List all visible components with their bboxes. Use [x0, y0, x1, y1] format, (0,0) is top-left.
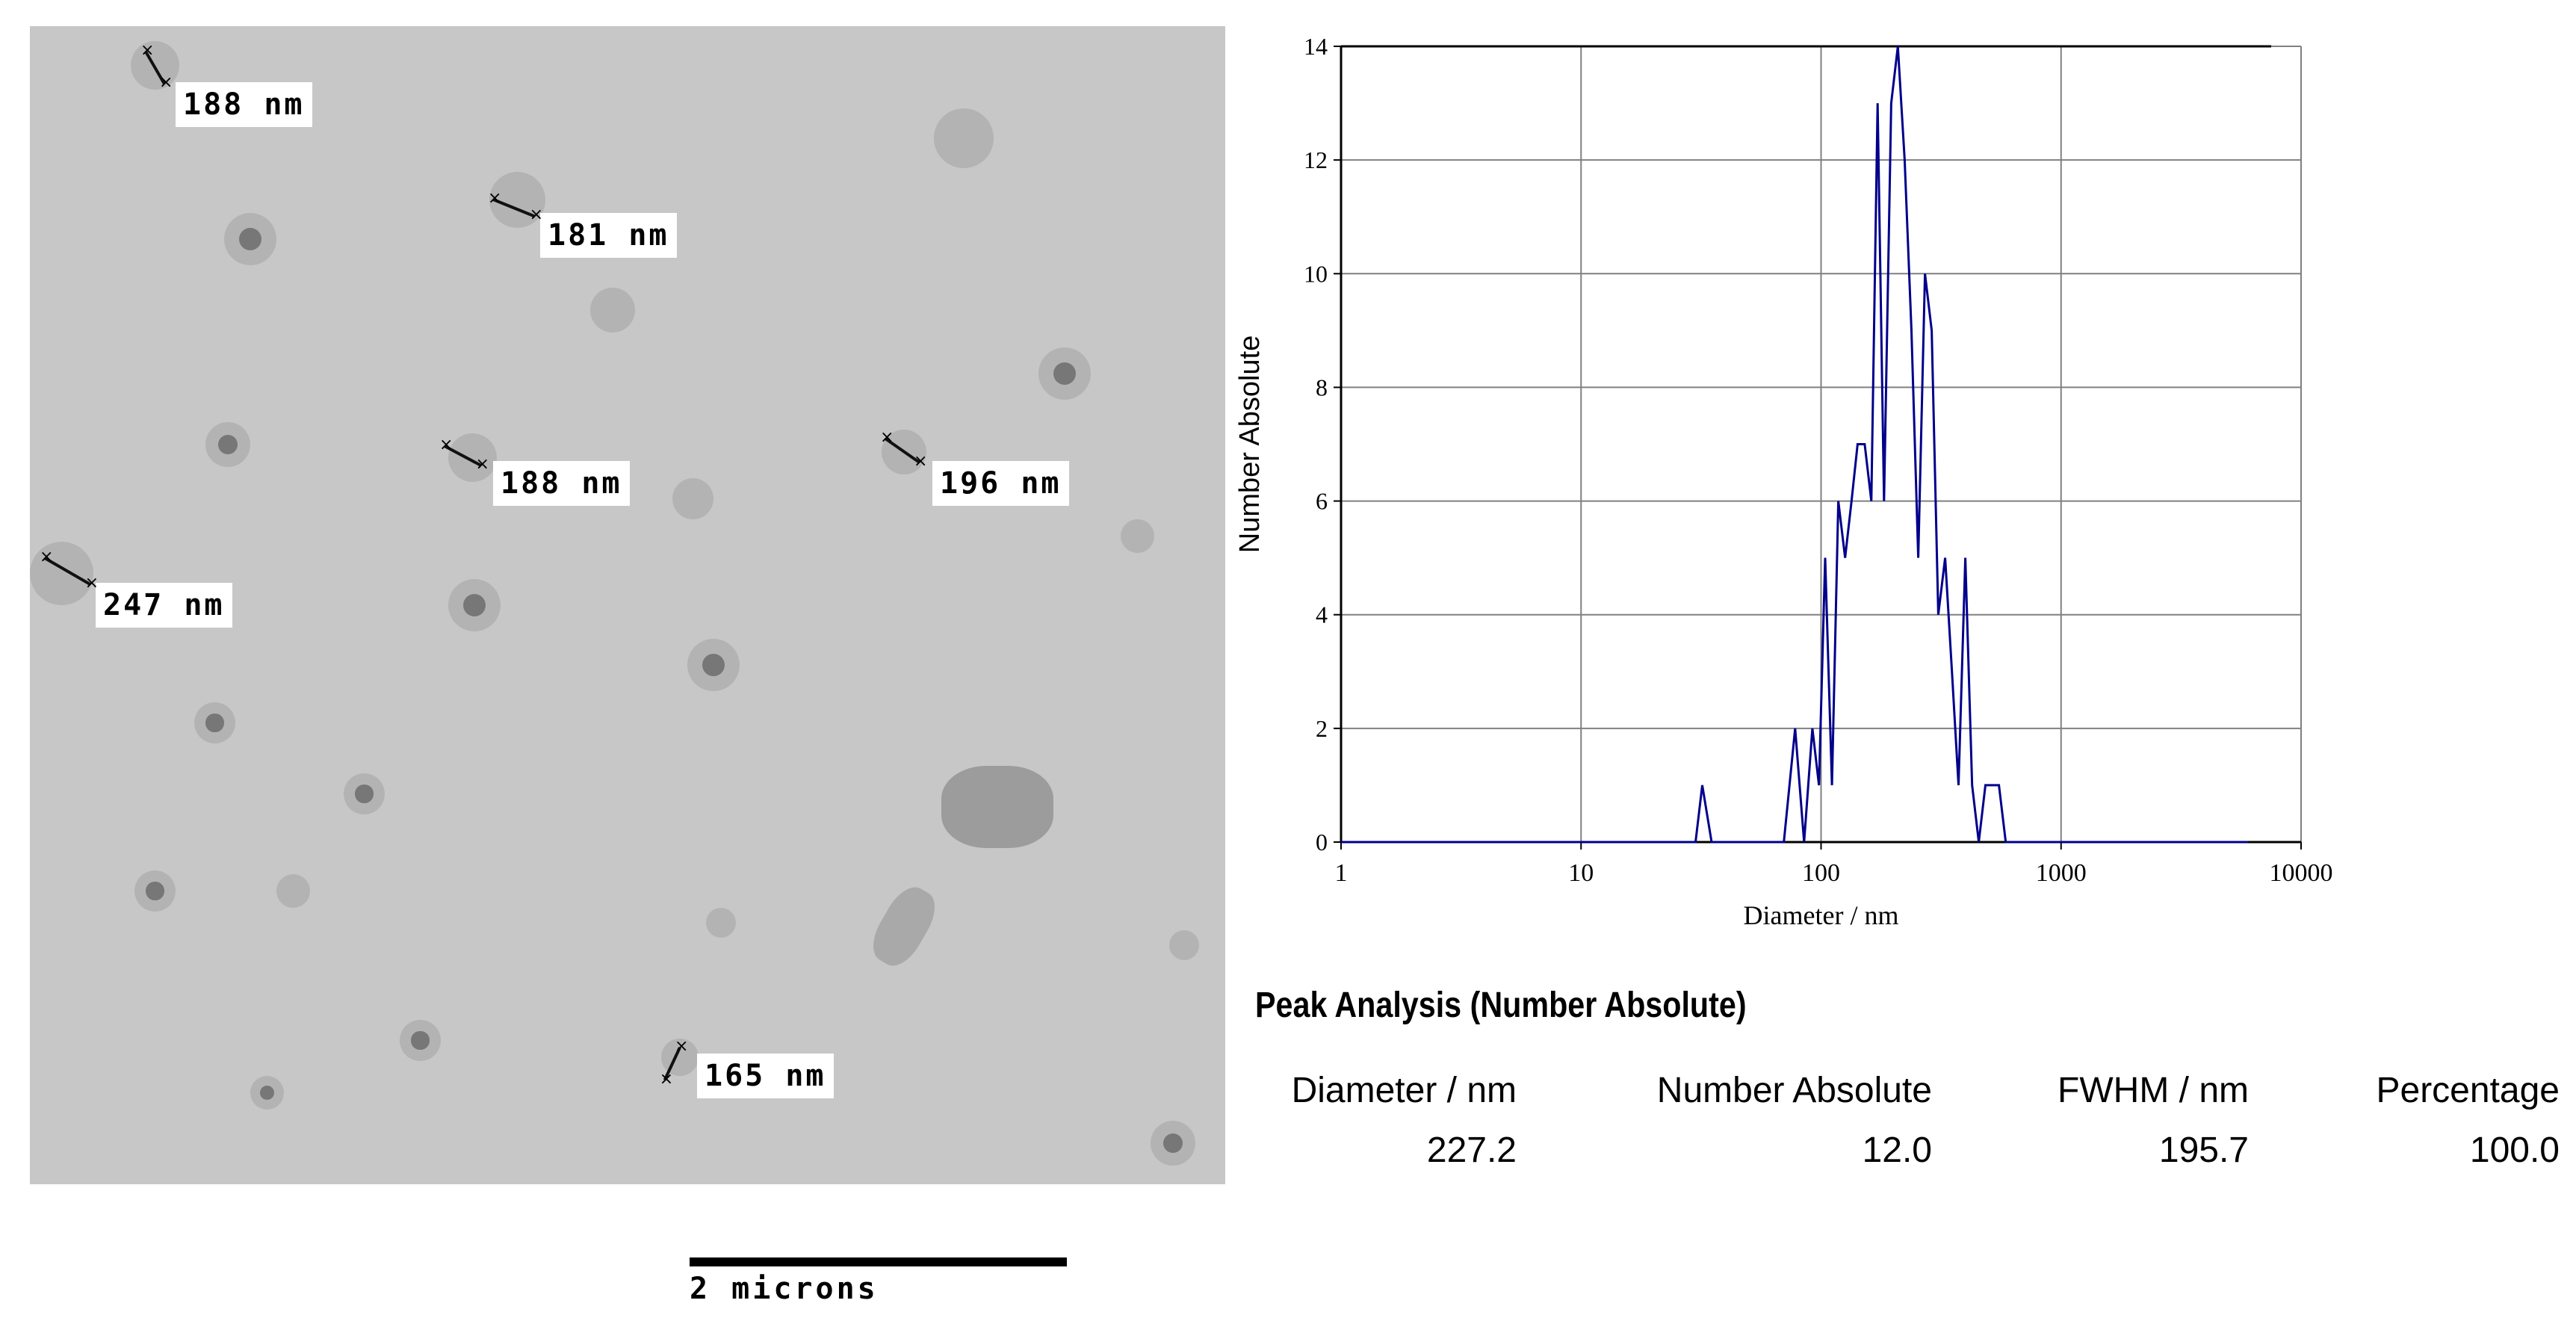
- measure-end-marker: ×: [659, 1069, 674, 1089]
- value-diameter: 227.2: [1426, 1130, 1517, 1170]
- particle: [1038, 347, 1091, 400]
- y-tick-label: 6: [1316, 488, 1328, 515]
- y-tick-label: 2: [1316, 715, 1328, 742]
- tem-micrograph: 188 nm 181 nm 188 nm 196 nm 247 nm 165 n…: [30, 26, 1225, 1184]
- measurement-label: 196 nm: [932, 461, 1069, 506]
- particle: [934, 108, 994, 168]
- x-tick-label: 100: [1802, 859, 1840, 887]
- measure-end-marker: ×: [140, 41, 155, 60]
- header-number-absolute: Number Absolute: [1656, 1071, 1932, 1110]
- particle: [224, 213, 276, 265]
- measure-end-marker: ×: [475, 454, 489, 474]
- measurement-label: 181 nm: [540, 213, 677, 258]
- measure-end-marker: ×: [84, 574, 99, 593]
- particle: [205, 422, 250, 467]
- value-number-absolute: 12.0: [1862, 1130, 1932, 1170]
- measure-end-marker: ×: [40, 548, 54, 566]
- particle: [344, 773, 385, 814]
- y-tick-label: 10: [1304, 260, 1328, 287]
- particle: [672, 478, 713, 519]
- particle: [706, 908, 736, 938]
- particle: [448, 433, 497, 482]
- particle: [1151, 1121, 1195, 1166]
- particle: [194, 702, 235, 743]
- particle: [400, 1020, 441, 1061]
- measure-end-marker: ×: [880, 428, 894, 447]
- y-tick-label: 14: [1304, 33, 1328, 60]
- y-axis-label: Number Absolute: [1234, 335, 1266, 554]
- measurement-label: 165 nm: [697, 1054, 834, 1098]
- measure-end-marker: ×: [675, 1037, 689, 1056]
- particle: [276, 874, 310, 908]
- particle: [250, 1076, 284, 1110]
- measurement-label: 188 nm: [493, 461, 630, 506]
- header-diameter: Diameter / nm: [1291, 1071, 1517, 1110]
- particle: [30, 542, 93, 605]
- series-line: [1341, 46, 2248, 844]
- measure-end-marker: ×: [529, 205, 544, 225]
- peak-analysis-title: Peak Analysis (Number Absolute): [1255, 986, 1747, 1025]
- measure-end-marker: ×: [159, 73, 173, 93]
- header-percentage: Percentage: [2376, 1071, 2560, 1110]
- y-tick-label: 8: [1316, 374, 1328, 400]
- particle: [448, 579, 501, 631]
- x-tick-label: 10000: [2270, 859, 2333, 887]
- x-tick-label: 1: [1335, 859, 1348, 887]
- size-distribution-chart: 0 2 4 6 8 10 12 14 1 10 100 1000 10000 Diameter / nm…: [1234, 33, 2333, 930]
- value-percentage: 100.0: [2469, 1130, 2560, 1170]
- measurement-label: 247 nm: [96, 583, 232, 628]
- y-tick-label: 12: [1304, 146, 1328, 173]
- x-tick-label: 1000: [2036, 859, 2087, 887]
- particle: [590, 288, 635, 332]
- header-fwhm: FWHM / nm: [2058, 1071, 2249, 1110]
- y-tick-label: 4: [1316, 601, 1328, 628]
- measure-end-marker: ×: [914, 451, 928, 471]
- measure-end-marker: ×: [488, 189, 502, 208]
- scale-bar-label: 2 microns: [690, 1272, 879, 1306]
- measurement-label: 188 nm: [176, 82, 312, 127]
- debris: [941, 766, 1053, 848]
- x-axis-label: Diameter / nm: [1744, 900, 1899, 930]
- chart-ticks: 0 2 4 6 8 10 12 14 1 10 100 1000 10000: [1304, 33, 2333, 887]
- measure-end-marker: ×: [439, 436, 453, 454]
- particle: [1121, 519, 1154, 553]
- y-tick-label: 0: [1316, 829, 1328, 856]
- debris: [864, 879, 944, 974]
- value-fwhm: 195.7: [2158, 1130, 2249, 1170]
- x-tick-label: 10: [1568, 859, 1594, 887]
- scale-bar: [690, 1257, 1067, 1266]
- particle: [687, 639, 740, 691]
- particle: [1169, 930, 1199, 960]
- particle: [134, 870, 176, 912]
